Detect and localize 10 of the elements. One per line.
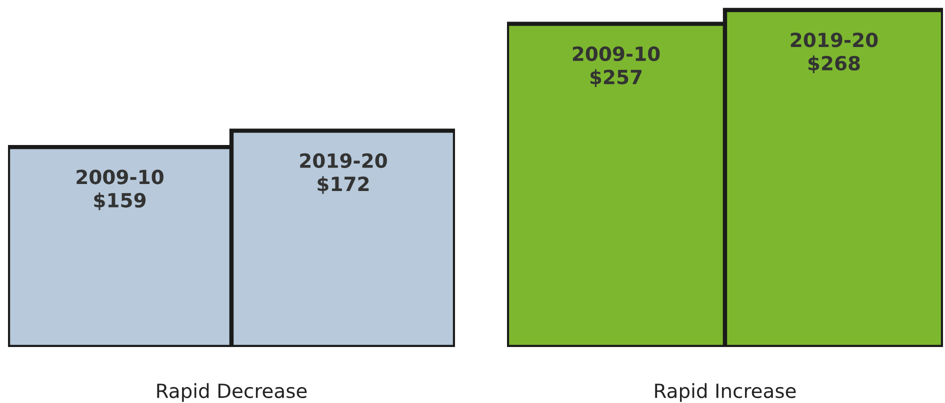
x-tick-label: 2019-20 [790,32,878,48]
data-label: $268 [808,55,860,74]
x-axis-title: Rapid Decrease [157,383,307,402]
data-label: $159 [94,192,146,210]
x-axis-title: Rapid Increase [655,383,796,402]
x-tick-label: 2009-10 [572,46,660,62]
x-tick-label: 2019-20 [300,153,387,168]
data-label: $172 [318,176,369,194]
data-label: $257 [590,69,642,87]
x-tick-label: 2009-10 [76,170,164,184]
